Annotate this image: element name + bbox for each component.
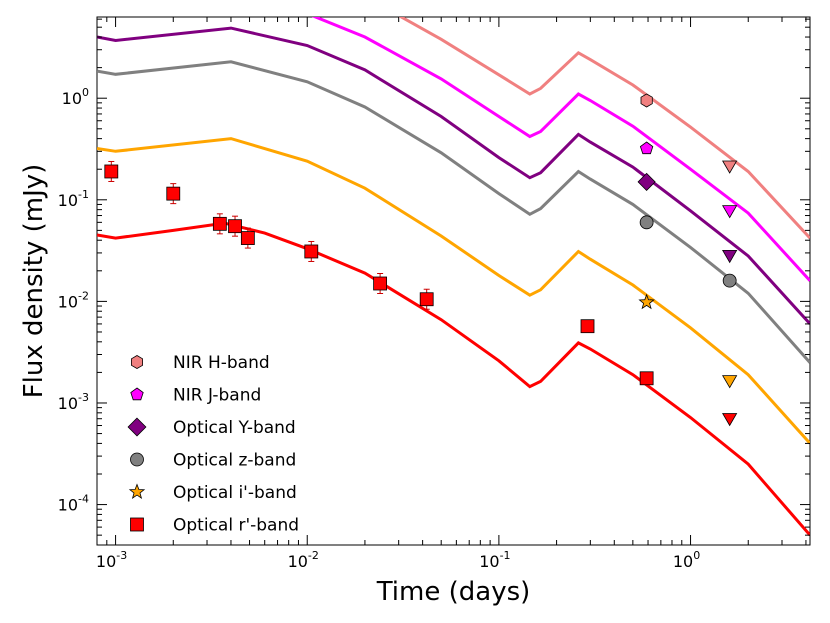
legend-marker-3 xyxy=(130,452,144,467)
y-tick-label: 10-4 xyxy=(58,493,89,515)
data-markers xyxy=(104,93,738,427)
y-tick-label: 10-3 xyxy=(58,391,89,413)
data-point-5-8 xyxy=(580,319,595,334)
x-tick-label: 10-1 xyxy=(479,549,510,571)
data-point-2-0 xyxy=(637,172,656,191)
data-point-5-7 xyxy=(419,292,434,307)
data-point-5-5 xyxy=(304,244,319,259)
data-point-5-2 xyxy=(212,216,227,231)
y-tick-label: 100 xyxy=(62,86,89,108)
model-line-2 xyxy=(97,26,810,325)
upper-limit-5-0 xyxy=(722,413,738,427)
y-tick-label: 10-2 xyxy=(58,289,89,311)
data-point-1-0 xyxy=(639,141,654,155)
data-point-5-9 xyxy=(639,371,654,386)
legend-marker-0 xyxy=(130,355,144,369)
model-curves xyxy=(97,17,810,537)
model-line-1 xyxy=(311,17,810,282)
x-tick-label: 10-2 xyxy=(288,549,319,571)
legend-label: NIR J-band xyxy=(173,386,261,406)
axis-ticks: 10-3 10-2 10-1 100 10-4 10-3 10-2 10-1 100 xyxy=(58,17,810,571)
legend-label: Optical Y-band xyxy=(173,418,296,438)
legend-item: NIR H-band xyxy=(130,353,270,373)
data-point-0-0 xyxy=(640,93,653,108)
data-point-5-1 xyxy=(166,186,181,201)
upper-limit-4-0 xyxy=(722,375,738,389)
x-tick-label: 10-3 xyxy=(96,549,127,571)
y-axis-label: Flux density (mJy) xyxy=(19,164,49,399)
legend-marker-2 xyxy=(127,417,147,437)
legend-item: Optical r'-band xyxy=(130,516,299,536)
plot-area xyxy=(96,16,811,546)
data-point-5-4 xyxy=(240,231,255,245)
legend-label: NIR H-band xyxy=(173,353,270,373)
model-line-4 xyxy=(97,137,810,445)
legend: NIR H-band NIR J-band Optical Y-band Optica… xyxy=(127,353,299,536)
legend-marker-4 xyxy=(128,483,146,500)
data-point-5-3 xyxy=(228,219,242,234)
model-line-5 xyxy=(97,221,810,537)
upper-limit-1-0 xyxy=(722,205,738,219)
legend-item: Optical Y-band xyxy=(127,417,296,438)
x-tick-label: 100 xyxy=(673,549,700,571)
legend-item: Optical i'-band xyxy=(128,483,297,503)
x-axis-label: Time (days) xyxy=(376,577,531,607)
data-point-3-0 xyxy=(639,215,654,230)
legend-item: NIR J-band xyxy=(130,386,261,406)
legend-label: Optical i'-band xyxy=(173,483,297,503)
model-line-3 xyxy=(97,60,810,364)
data-point-3-1 xyxy=(722,273,737,288)
model-line-0 xyxy=(398,17,810,240)
legend-label: Optical r'-band xyxy=(173,516,299,536)
legend-item: Optical z-band xyxy=(130,451,296,471)
data-point-5-0 xyxy=(104,164,119,179)
legend-marker-5 xyxy=(130,517,144,532)
legend-label: Optical z-band xyxy=(173,451,296,471)
data-point-4-0 xyxy=(638,293,655,310)
upper-limit-2-0 xyxy=(722,249,738,264)
legend-marker-1 xyxy=(130,387,144,401)
upper-limit-0-0 xyxy=(722,160,738,174)
data-point-5-6 xyxy=(373,276,388,291)
y-tick-label: 10-1 xyxy=(58,188,89,210)
